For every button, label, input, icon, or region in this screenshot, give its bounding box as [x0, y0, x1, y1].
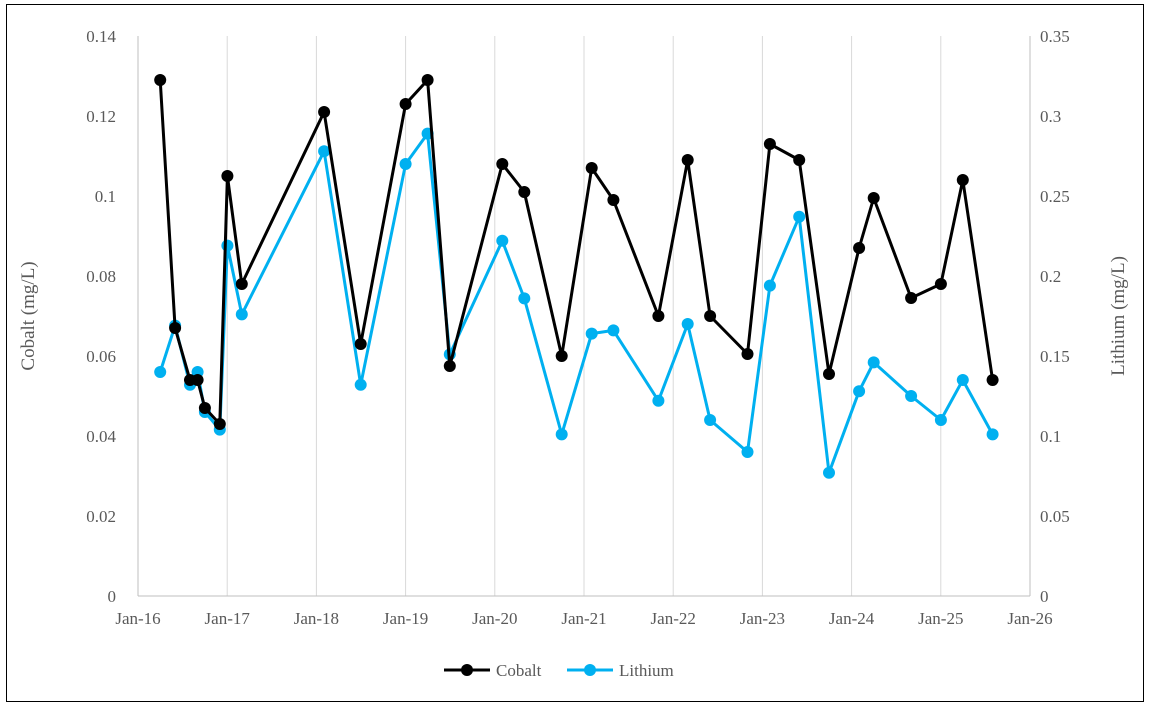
data-point-lithium	[853, 385, 866, 398]
x-tick-label: Jan-24	[829, 609, 875, 628]
x-tick-label: Jan-21	[561, 609, 606, 628]
data-point-lithium	[763, 279, 776, 292]
data-point-cobalt	[154, 74, 167, 86]
x-tick-label: Jan-26	[1007, 609, 1052, 628]
legend-marker-cobalt	[461, 664, 473, 676]
data-point-lithium	[496, 234, 509, 247]
x-tick-label: Jan-22	[651, 609, 696, 628]
data-point-lithium	[956, 374, 969, 386]
x-tick-label: Jan-19	[383, 609, 428, 628]
chart-frame	[6, 4, 1144, 702]
data-point-lithium	[867, 356, 880, 369]
y-right-tick-label: 0.35	[1040, 27, 1070, 46]
data-point-cobalt	[793, 154, 806, 166]
data-point-lithium	[741, 446, 754, 458]
legend: Cobalt Lithium	[444, 661, 674, 680]
data-point-cobalt	[956, 174, 969, 186]
x-tick-label: Jan-17	[205, 609, 251, 628]
y-right-tick-label: 0.15	[1040, 347, 1070, 366]
y-left-tick-label: 0.08	[86, 267, 116, 286]
data-point-cobalt	[763, 138, 776, 150]
legend-item-lithium: Lithium	[567, 661, 674, 680]
y-right-tick-label: 0.3	[1040, 107, 1061, 126]
data-point-cobalt	[235, 278, 248, 290]
data-point-cobalt	[198, 402, 211, 414]
x-tick-label: Jan-23	[740, 609, 785, 628]
data-point-lithium	[652, 394, 665, 407]
data-point-lithium	[154, 366, 167, 378]
data-point-cobalt	[354, 338, 367, 350]
x-tick-label: Jan-25	[918, 609, 963, 628]
data-point-lithium	[823, 466, 835, 479]
x-tick-label: Jan-20	[472, 609, 517, 628]
data-point-cobalt	[399, 98, 412, 110]
y-left-tick-label: 0	[108, 587, 117, 606]
data-point-lithium	[399, 158, 412, 170]
gridlines	[226, 36, 1031, 596]
legend-marker-lithium	[584, 664, 596, 676]
data-point-lithium	[986, 428, 999, 441]
data-point-lithium	[354, 378, 367, 391]
data-point-cobalt	[704, 310, 717, 322]
data-point-cobalt	[496, 158, 509, 170]
data-point-lithium	[555, 428, 568, 441]
y-left-tick-label: 0.02	[86, 507, 116, 526]
data-point-lithium	[704, 414, 717, 426]
data-point-lithium	[585, 327, 598, 340]
data-point-cobalt	[986, 374, 999, 386]
data-point-lithium	[681, 318, 694, 330]
legend-item-cobalt: Cobalt	[444, 661, 542, 680]
data-point-cobalt	[518, 186, 531, 198]
data-point-lithium	[235, 308, 248, 321]
data-point-cobalt	[443, 360, 456, 372]
y-right-tick-label: 0.2	[1040, 267, 1061, 286]
y-axis-left-title: Cobalt (mg/L)	[18, 261, 39, 370]
y-right-tick-label: 0.05	[1040, 507, 1070, 526]
data-point-lithium	[607, 324, 620, 337]
data-point-cobalt	[934, 278, 947, 290]
data-point-cobalt	[905, 292, 918, 304]
data-point-cobalt	[652, 310, 665, 322]
y-left-tick-label: 0.04	[86, 427, 116, 446]
y-right-tick-label: 0.1	[1040, 427, 1061, 446]
data-point-cobalt	[823, 368, 835, 380]
data-point-cobalt	[585, 162, 598, 174]
data-point-lithium	[934, 414, 947, 426]
y-axis-right-title: Lithium (mg/L)	[1108, 256, 1129, 376]
data-point-lithium	[221, 239, 234, 252]
data-point-cobalt	[421, 74, 434, 86]
series-line-lithium	[158, 132, 994, 475]
y-right-tick-label: 0.25	[1040, 187, 1070, 206]
data-point-lithium	[793, 210, 806, 223]
data-point-cobalt	[555, 350, 568, 362]
x-tick-label: Jan-16	[115, 609, 160, 628]
legend-label-lithium: Lithium	[619, 661, 674, 680]
legend-label-cobalt: Cobalt	[496, 661, 542, 680]
series	[154, 74, 999, 479]
data-point-cobalt	[213, 418, 226, 430]
y-left-tick-label: 0.1	[95, 187, 116, 206]
data-point-lithium	[518, 292, 531, 305]
data-point-cobalt	[741, 348, 754, 360]
data-point-lithium	[905, 390, 918, 402]
y-left-tick-label: 0.14	[86, 27, 116, 46]
data-point-cobalt	[681, 154, 694, 166]
data-point-cobalt	[853, 242, 866, 254]
axes: Jan-16 Jan-17 Jan-18 Jan-19 Jan-20 Jan-21 Jan-…	[86, 27, 1070, 628]
data-point-cobalt	[318, 106, 331, 118]
data-point-cobalt	[169, 322, 182, 334]
y-left-tick-label: 0.12	[86, 107, 116, 126]
x-tick-label: Jan-18	[294, 609, 339, 628]
data-point-cobalt	[221, 170, 234, 182]
data-point-lithium	[318, 145, 331, 158]
data-point-cobalt	[607, 194, 620, 206]
y-right-tick-label: 0	[1040, 587, 1049, 606]
y-left-tick-label: 0.06	[86, 347, 116, 366]
data-point-cobalt	[191, 374, 204, 386]
data-point-cobalt	[867, 192, 880, 204]
